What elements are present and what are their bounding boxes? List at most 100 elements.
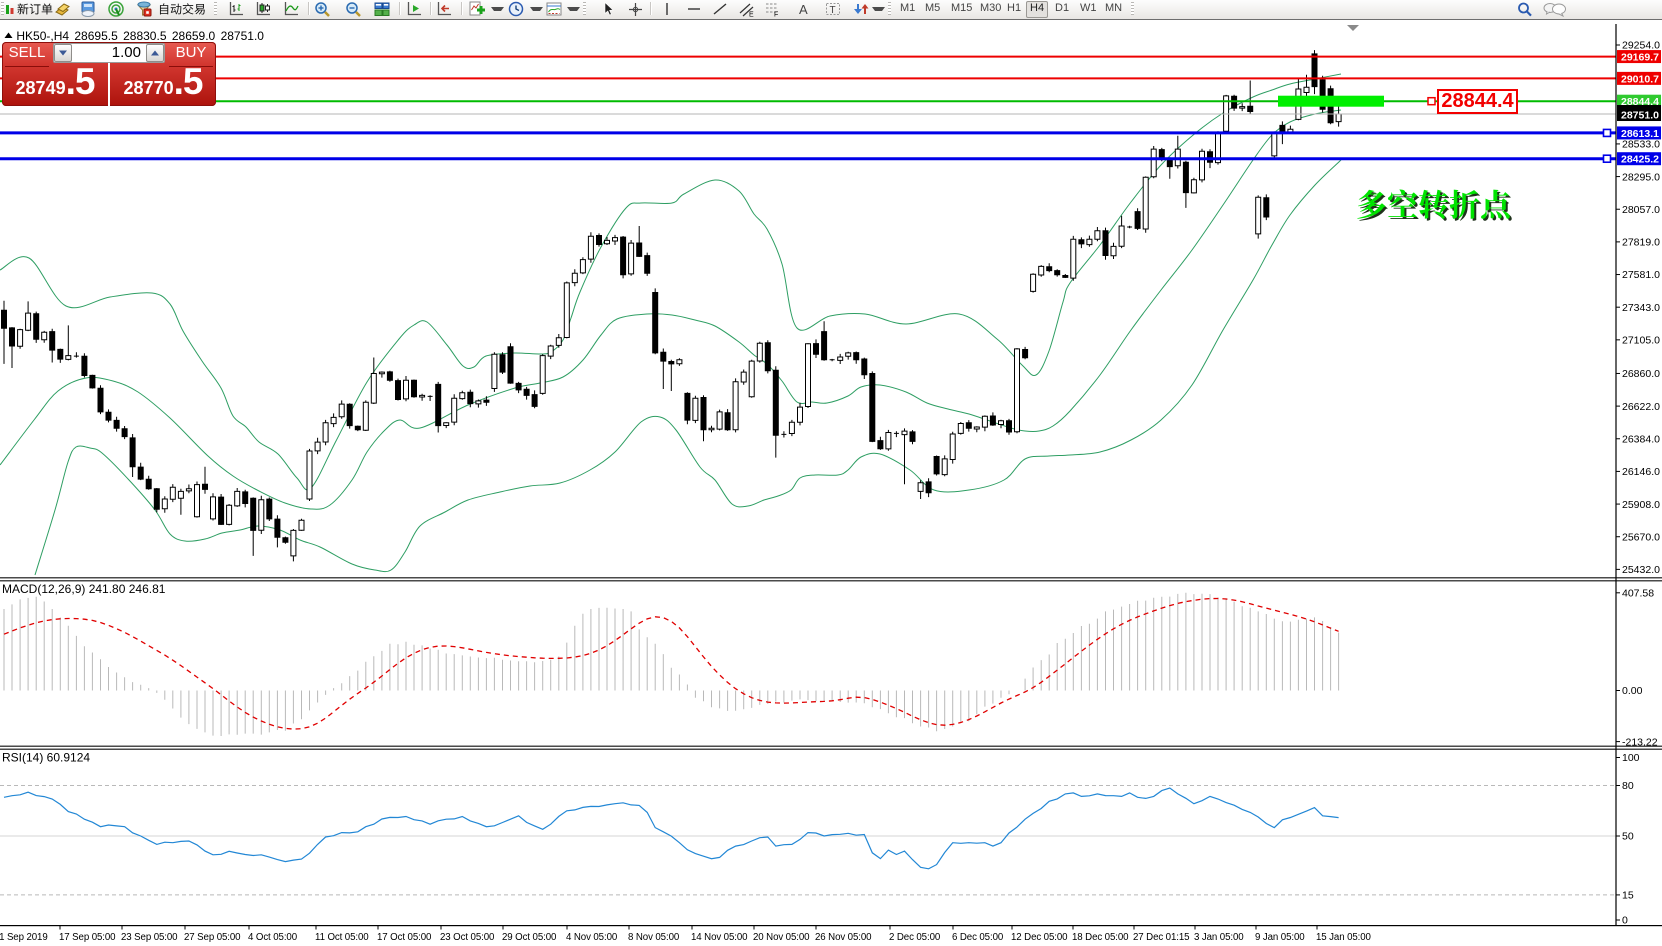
price-label-text: 29010.7 (1621, 73, 1659, 85)
rsi-scale-label: 80 (1622, 780, 1634, 792)
price-chart[interactable]: 29254.0 28533.0 28295.0 28057.0 27819.0 27581… (0, 20, 1662, 946)
rsi-scale-label: 15 (1622, 890, 1634, 902)
new-order-button[interactable] (16, 2, 56, 16)
time-tick-label: 26 Nov 05:00 (815, 932, 872, 943)
ohlc-low: 28659.0 (171, 29, 216, 43)
timeframe-d1[interactable]: D1 (1055, 2, 1070, 14)
macd-histogram (3, 592, 1340, 736)
price-tick-label: 28295.0 (1622, 171, 1660, 183)
text-icon[interactable]: A (797, 1, 812, 17)
volume-increase-button[interactable] (146, 44, 164, 62)
timeframe-m5[interactable]: M5 (925, 2, 941, 14)
timeframe-h4[interactable]: H4 (1026, 1, 1049, 18)
time-tick-label: 12 Dec 05:00 (1011, 932, 1068, 943)
arrows-icon[interactable] (853, 1, 870, 17)
cjk-text (1357, 189, 1512, 221)
price-tick-label: 25432.0 (1622, 564, 1660, 576)
price-label-text: 28613.1 (1621, 128, 1659, 140)
timeframe-m30[interactable]: M30 (980, 2, 1002, 14)
vertical-line-icon[interactable] (660, 1, 674, 17)
ohlc-close: 28751.0 (220, 29, 264, 43)
price-box-anchor[interactable] (1427, 96, 1436, 106)
timeframe-h1[interactable]: H1 (1007, 2, 1022, 14)
bid-label-box (1617, 105, 1661, 122)
sell-button[interactable]: SELL (8, 44, 46, 61)
indicators-icon[interactable] (469, 1, 487, 17)
time-tick-label: 9 Jan 05:00 (1255, 932, 1305, 943)
bar-chart-icon[interactable] (228, 1, 245, 17)
autotrading-icon[interactable] (135, 1, 153, 17)
web-terminal-icon[interactable] (80, 1, 97, 17)
zoom-out-icon[interactable] (345, 1, 362, 17)
price-tick-label: 26622.0 (1622, 401, 1660, 413)
buy-price[interactable]: 28770.5 (110, 63, 216, 106)
volume-value[interactable]: 1.00 (111, 44, 141, 61)
sell-price-pips: .5 (65, 63, 96, 102)
gold-icon[interactable] (54, 1, 71, 17)
horizontal-line-icon[interactable] (686, 1, 702, 17)
timeframe-m15[interactable]: M15 (951, 2, 973, 14)
window-border (0, 19, 1662, 20)
new-order-icon[interactable] (5, 1, 15, 17)
line-endpoint-marker[interactable] (1602, 154, 1612, 164)
price-annotation-box[interactable]: 28844.4 (1437, 89, 1518, 114)
candles (1, 50, 1342, 562)
chart-window: 29254.0 28533.0 28295.0 28057.0 27819.0 27581… (0, 19, 1662, 946)
green-zone-rect[interactable] (1278, 95, 1384, 107)
line-endpoint-marker[interactable] (1602, 128, 1612, 138)
timeframe-mn[interactable]: MN (1105, 2, 1123, 14)
fibonacci-icon[interactable]: F (764, 1, 781, 17)
periods-icon[interactable] (508, 1, 525, 17)
timeframe-w1[interactable]: W1 (1080, 2, 1097, 14)
toolbar-grip (1, 2, 4, 15)
templates-icon[interactable] (546, 1, 563, 17)
price-tick-label: 27581.0 (1622, 269, 1660, 281)
chat-icon[interactable] (1543, 1, 1567, 18)
buy-price-pips: .5 (173, 63, 204, 102)
rsi-separator[interactable] (0, 745, 1662, 748)
auto-scroll-icon[interactable] (406, 1, 423, 17)
price-tick-label: 27343.0 (1622, 302, 1660, 314)
cursor-icon[interactable] (600, 1, 616, 17)
time-tick-label: 2 Dec 05:00 (889, 932, 941, 943)
time-axis-line (0, 925, 1662, 927)
time-tick-label: 20 Nov 05:00 (753, 932, 810, 943)
crosshair-icon[interactable] (627, 1, 644, 17)
tile-windows-icon[interactable] (374, 1, 391, 17)
text-label-icon[interactable]: T (825, 1, 841, 17)
price-tick-label: 25670.0 (1622, 531, 1660, 543)
candle-chart-icon[interactable] (255, 1, 272, 17)
price-label-box (1617, 71, 1661, 85)
indicators-dropdown[interactable] (491, 7, 504, 11)
chart-shift-icon[interactable] (436, 1, 453, 17)
trendline-icon[interactable] (712, 1, 728, 17)
buy-button[interactable]: BUY (175, 44, 207, 61)
collapse-triangle-icon[interactable] (4, 32, 13, 40)
autotrading-button[interactable] (157, 2, 209, 16)
time-axis[interactable]: 11 Sep 2019 17 Sep 05:00 23 Sep 05:00 27 Se… (0, 925, 1372, 943)
sell-price[interactable]: 28749.5 (2, 63, 108, 106)
time-tick-label: 11 Sep 2019 (0, 932, 48, 943)
zoom-in-icon[interactable] (314, 1, 331, 17)
svg-text:T: T (830, 5, 836, 16)
price-axis[interactable]: 29254.0 28533.0 28295.0 28057.0 27819.0 27581… (1615, 24, 1661, 927)
timeframe-m1[interactable]: M1 (900, 2, 916, 14)
time-tick-label: 27 Sep 05:00 (184, 932, 241, 943)
cjk-text (159, 3, 205, 15)
signals-icon[interactable] (108, 1, 125, 17)
volume-decrease-button[interactable] (54, 44, 72, 62)
periods-dropdown[interactable] (530, 7, 543, 11)
indicator-labels: MACD(12,26,9) 241.80 246.81 RSI(14) 60.91… (2, 582, 166, 765)
channel-icon[interactable]: E (738, 1, 755, 17)
search-icon[interactable] (1516, 1, 1534, 17)
toolbar-separator (430, 2, 432, 15)
line-chart-icon[interactable] (283, 1, 300, 17)
templates-dropdown[interactable] (567, 7, 580, 11)
band-middle (0, 109, 1342, 510)
time-tick-label: 4 Oct 05:00 (248, 932, 298, 943)
macd-separator[interactable] (0, 577, 1662, 579)
chart-shift-marker[interactable] (1347, 25, 1359, 31)
arrows-dropdown[interactable] (872, 7, 885, 11)
band-curves (0, 73, 1342, 576)
